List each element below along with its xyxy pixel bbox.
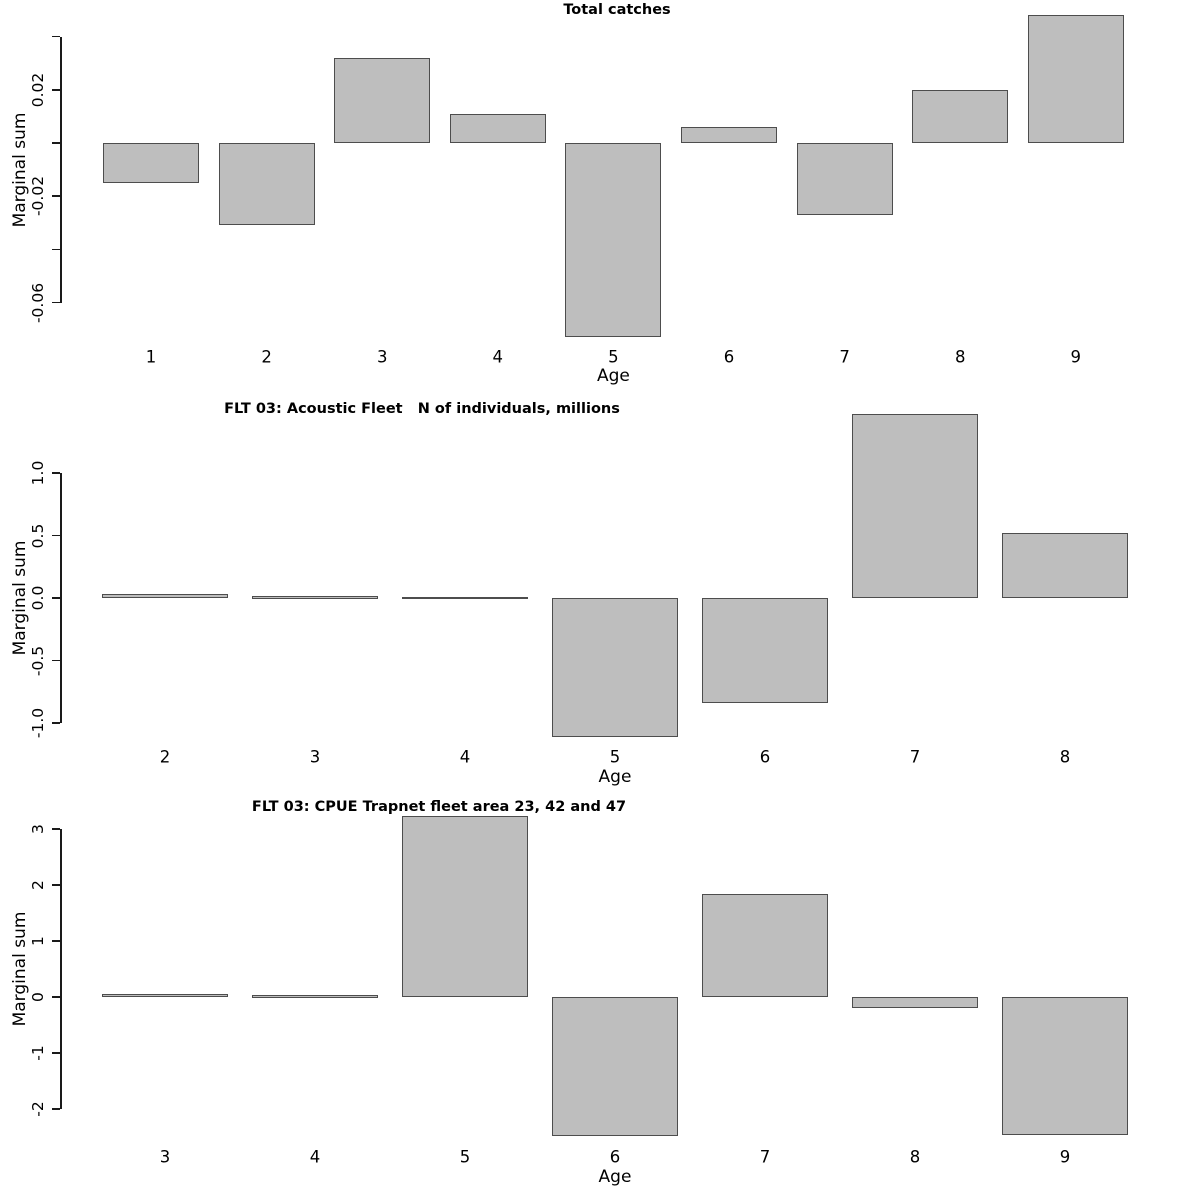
chart-title: Total catches	[563, 2, 671, 18]
x-tick-label: 8	[954, 347, 966, 367]
chart-title: FLT 03: Acoustic Fleet N of individuals,…	[224, 401, 620, 417]
bar-age-6	[552, 997, 678, 1136]
y-tick-mark	[52, 722, 61, 724]
y-tick-mark	[52, 301, 61, 304]
y-tick-label: -1.0	[29, 707, 47, 739]
chart-title: FLT 03: CPUE Trapnet fleet area 23, 42 a…	[251, 799, 627, 815]
x-tick-label: 4	[309, 1147, 321, 1167]
y-tick-mark	[52, 89, 61, 91]
y-tick-mark	[52, 940, 61, 942]
bar-age-8	[912, 89, 1009, 143]
y-axis-title: Marginal sum	[10, 540, 30, 656]
y-tick-mark	[52, 828, 61, 830]
y-tick-mark	[52, 884, 61, 886]
chart-panel-total-catches: Total catches Marginal sum Age 0.02 -0.02…	[0, 0, 1200, 400]
y-tick-mark	[52, 248, 61, 251]
y-tick-label: -2	[29, 1101, 47, 1117]
y-tick-label: -0.02	[29, 176, 47, 217]
bar-age-3	[252, 596, 378, 599]
bar-age-9	[1002, 997, 1128, 1135]
bar-age-8	[852, 997, 978, 1009]
y-tick-label: 2	[29, 880, 47, 890]
y-tick-mark	[52, 142, 61, 144]
x-tick-label: 9	[1059, 1147, 1071, 1167]
x-tick-label: 3	[159, 1147, 171, 1167]
bar-age-7	[702, 893, 828, 997]
y-tick-label: 1.0	[29, 460, 47, 486]
bar-age-6	[681, 127, 777, 143]
y-tick-mark	[52, 659, 61, 662]
bar-age-2	[102, 594, 228, 598]
x-tick-label: 2	[159, 747, 171, 767]
y-tick-mark	[52, 35, 61, 38]
y-tick-label: -1	[29, 1045, 47, 1061]
y-tick-label: 0	[29, 992, 47, 1002]
y-tick-mark	[52, 534, 61, 537]
x-tick-label: 5	[609, 747, 621, 767]
y-tick-mark	[52, 996, 61, 998]
y-tick-mark	[52, 195, 61, 197]
y-tick-label: -0.5	[29, 645, 47, 676]
bar-age-2	[218, 143, 315, 226]
x-axis-title: Age	[598, 767, 632, 787]
x-tick-label: 7	[839, 347, 850, 367]
y-axis-title: Marginal sum	[10, 911, 30, 1027]
bar-age-9	[1027, 15, 1124, 143]
y-tick-label: 0.5	[29, 523, 47, 548]
y-axis-line	[60, 829, 62, 1109]
x-tick-label: 6	[609, 1147, 621, 1167]
bar-age-7	[796, 143, 893, 215]
y-tick-label: 3	[29, 824, 47, 834]
bar-age-3	[102, 993, 228, 997]
y-tick-mark	[52, 1052, 61, 1054]
x-tick-label: 6	[723, 347, 735, 367]
y-tick-mark	[52, 597, 61, 599]
x-tick-label: 1	[145, 347, 157, 367]
bar-age-4	[252, 995, 378, 998]
bar-age-4	[402, 596, 528, 600]
bar-age-4	[449, 113, 546, 143]
chart-panel-cpue-trapnet: FLT 03: CPUE Trapnet fleet area 23, 42 a…	[0, 799, 1200, 1200]
bar-age-5	[565, 143, 662, 338]
x-tick-label: 7	[909, 747, 921, 767]
x-tick-label: 2	[261, 347, 272, 367]
bar-age-7	[852, 414, 978, 598]
bar-age-1	[103, 143, 199, 183]
x-tick-label: 4	[459, 747, 471, 767]
x-axis-title: Age	[598, 1167, 632, 1187]
y-axis-line	[60, 473, 62, 723]
x-tick-label: 8	[909, 1147, 921, 1167]
x-tick-label: 3	[376, 347, 388, 367]
x-tick-label: 3	[309, 747, 321, 767]
bar-age-3	[334, 57, 431, 143]
y-tick-mark	[52, 472, 61, 474]
y-tick-label: 1	[29, 936, 47, 946]
x-tick-label: 5	[608, 347, 619, 367]
y-tick-mark	[52, 1108, 61, 1110]
y-tick-label: 0.0	[29, 585, 47, 611]
y-axis-line	[60, 36, 62, 303]
x-tick-label: 9	[1070, 347, 1082, 367]
bar-age-5	[552, 598, 678, 737]
y-axis-title: Marginal sum	[10, 112, 30, 227]
x-tick-label: 8	[1059, 747, 1071, 767]
x-tick-label: 4	[492, 347, 504, 367]
bar-age-8	[1002, 533, 1128, 598]
y-tick-label: -0.06	[29, 282, 47, 323]
x-axis-title: Age	[596, 366, 630, 386]
x-tick-label: 5	[459, 1147, 471, 1167]
bar-age-6	[702, 598, 828, 703]
bar-age-5	[402, 816, 528, 997]
x-tick-label: 6	[759, 747, 771, 767]
x-tick-label: 7	[759, 1147, 771, 1167]
y-tick-label: 0.02	[29, 72, 47, 108]
chart-panel-acoustic-fleet: FLT 03: Acoustic Fleet N of individuals,…	[0, 400, 1200, 800]
